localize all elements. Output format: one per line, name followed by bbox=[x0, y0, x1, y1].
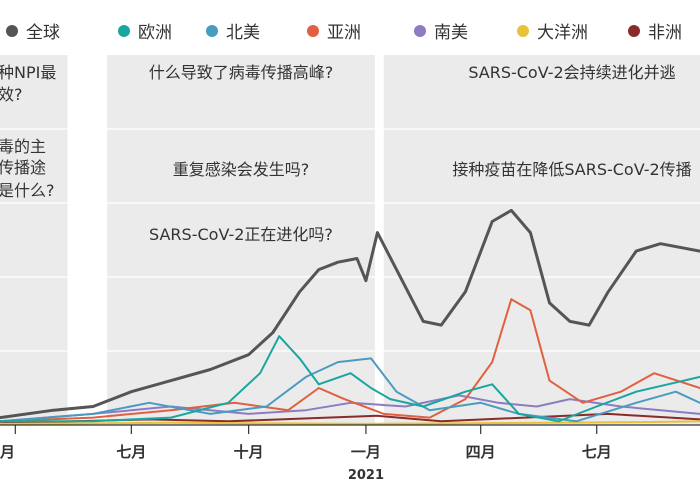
legend-label: 北美 bbox=[226, 23, 260, 43]
legend: 全球 欧洲 北美 亚洲 南美 大洋洲 非洲 bbox=[0, 0, 700, 50]
question-bands bbox=[0, 55, 700, 425]
series-line-北美 bbox=[0, 357, 700, 423]
band-question: 传播途 bbox=[0, 158, 46, 177]
legend-swatch bbox=[6, 24, 18, 37]
series-line-欧洲 bbox=[0, 335, 700, 423]
year-label: 2021 bbox=[348, 468, 384, 483]
x-tick-label: 月 bbox=[0, 443, 15, 461]
legend-label: 亚洲 bbox=[327, 23, 361, 43]
legend-item: 南美 bbox=[414, 18, 468, 43]
legend-label: 欧洲 bbox=[138, 23, 172, 43]
legend-swatch bbox=[206, 24, 218, 37]
series-line-大洋洲 bbox=[0, 420, 700, 425]
legend-item: 全球 bbox=[6, 18, 60, 43]
legend-item: 非洲 bbox=[628, 18, 682, 43]
band-question: 毒的主 bbox=[0, 137, 46, 156]
legend-label: 非洲 bbox=[648, 23, 682, 43]
legend-item: 大洋洲 bbox=[517, 18, 588, 43]
legend-label: 南美 bbox=[434, 23, 468, 43]
x-tick-label: 四月 bbox=[466, 443, 496, 461]
band-question: 效? bbox=[0, 85, 23, 104]
legend-swatch bbox=[118, 24, 130, 37]
x-tick-label: 一月 bbox=[351, 443, 381, 461]
question-band-1 bbox=[107, 55, 375, 425]
legend-swatch bbox=[628, 24, 640, 37]
legend-label: 大洋洲 bbox=[537, 23, 588, 43]
band-question: 种NPI最 bbox=[0, 63, 56, 82]
band-question: 重复感染会发生吗? bbox=[173, 160, 310, 179]
legend-swatch bbox=[517, 24, 529, 37]
x-tick-label: 十月 bbox=[234, 443, 264, 461]
x-axis-ticks bbox=[14, 425, 598, 434]
legend-swatch bbox=[414, 24, 426, 37]
gridlines bbox=[0, 128, 700, 352]
question-band-2 bbox=[383, 55, 700, 425]
legend-item: 亚洲 bbox=[307, 18, 361, 43]
band-question: SARS-CoV-2会持续进化并逃 bbox=[468, 63, 675, 82]
band-question: 什么导致了病毒传播高峰? bbox=[149, 63, 334, 82]
question-band-0 bbox=[0, 55, 68, 425]
band-question: SARS-CoV-2正在进化吗? bbox=[149, 225, 333, 244]
x-tick-label: 七月 bbox=[582, 443, 612, 461]
band-question: 接种疫苗在降低SARS-CoV-2传播 bbox=[452, 160, 691, 179]
legend-item: 北美 bbox=[206, 18, 260, 43]
x-tick-label: 七月 bbox=[116, 443, 146, 461]
legend-label: 全球 bbox=[26, 23, 60, 43]
legend-item: 欧洲 bbox=[118, 18, 172, 43]
series-line-全球 bbox=[0, 208, 700, 420]
band-question: 是什么? bbox=[0, 181, 55, 200]
legend-swatch bbox=[307, 24, 319, 37]
